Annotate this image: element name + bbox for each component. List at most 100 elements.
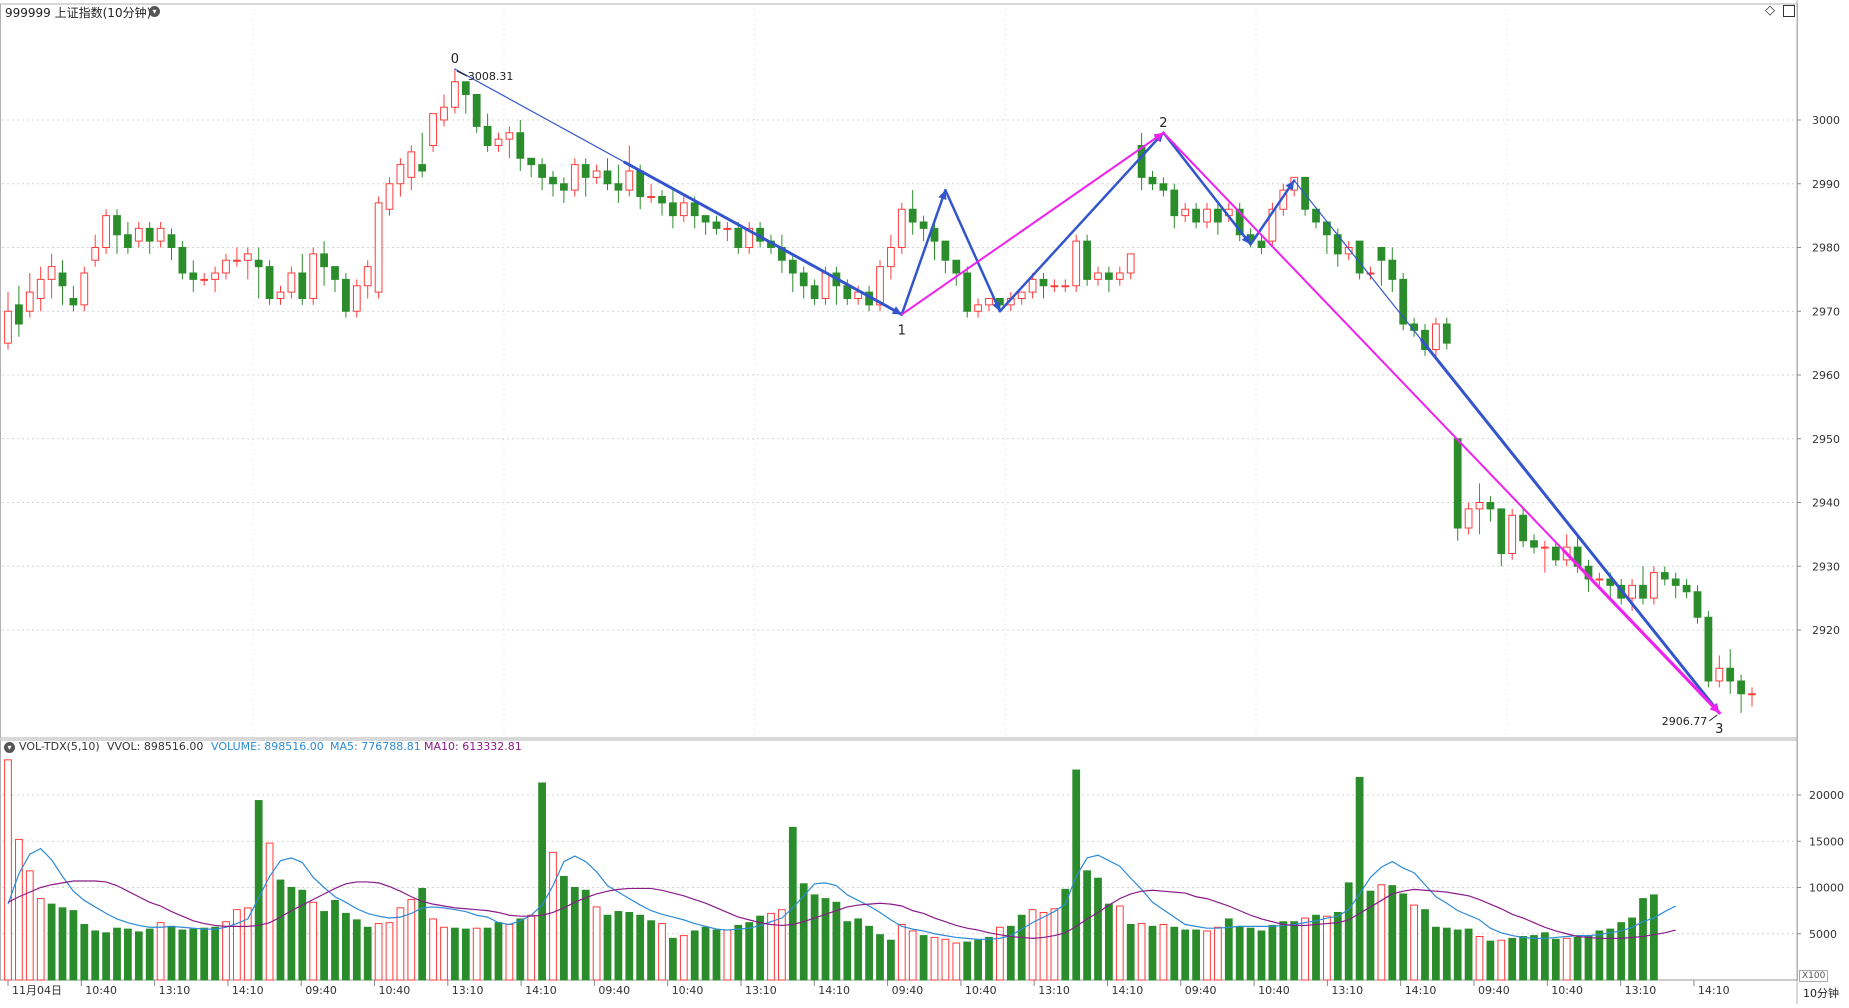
magenta-wave-segment-arrowhead [1153, 132, 1164, 142]
volume-bar [58, 907, 67, 981]
blue-wave-segment [1162, 131, 1252, 246]
candle [1432, 317, 1440, 356]
candle-body [1268, 208, 1277, 242]
time-tick-label: 09:40 [1185, 984, 1217, 997]
time-tick-label: 09:40 [1478, 984, 1510, 997]
candle-body [788, 259, 797, 274]
candle-body [265, 266, 274, 299]
candle [581, 158, 590, 197]
volume-bar [1159, 924, 1168, 981]
volume-bar [80, 924, 89, 981]
candle [1737, 674, 1745, 713]
diamond-icon[interactable]: ◇ [1765, 3, 1775, 18]
candle [124, 222, 132, 254]
price-tick-label: 2950 [1812, 433, 1840, 446]
candle [1595, 572, 1604, 586]
candle [418, 132, 427, 178]
wave-lines [454, 68, 1721, 715]
candle-body [47, 266, 56, 280]
candle-body [36, 278, 45, 299]
candle [1170, 183, 1179, 229]
candle-body [69, 298, 78, 306]
candle [1344, 241, 1353, 261]
candle-body [1159, 183, 1168, 191]
candle-body [472, 94, 481, 127]
candle-body [287, 272, 296, 293]
volume-bar [985, 936, 993, 981]
candle-body [1388, 259, 1397, 280]
volume-bar [679, 935, 688, 981]
candle-body [407, 151, 416, 178]
candle [156, 222, 165, 248]
candle [516, 120, 525, 171]
candle [1039, 273, 1048, 299]
candle-body [1737, 680, 1745, 695]
volume-bar [15, 838, 23, 981]
candle [1355, 240, 1364, 280]
candle-body [985, 298, 993, 306]
candle-body [440, 106, 448, 121]
volume-bar [1377, 884, 1386, 981]
candle [47, 253, 56, 299]
volume-bar [342, 912, 350, 981]
candle [1508, 508, 1517, 560]
blue-wave-segment [998, 131, 1165, 313]
candle [985, 298, 993, 312]
candle [25, 273, 34, 318]
volume-bar [1137, 923, 1146, 981]
axis-labels: 2920 2930 2940 2950 2960 2970 2980 2990 3000 5000… [12, 52, 1844, 997]
candle-body [1192, 208, 1200, 223]
volume-bar [69, 910, 78, 981]
volume-bar [1312, 914, 1320, 981]
candle [472, 94, 481, 133]
wave-point-label: 1 [898, 323, 906, 338]
candle-body [799, 272, 808, 287]
candle [1137, 132, 1146, 191]
time-tick-label: 13:10 [159, 984, 191, 997]
volume-bar [963, 941, 972, 981]
candle-body [1650, 572, 1658, 599]
volume-bar [385, 922, 394, 981]
candle-body [538, 164, 546, 178]
chevron-down-icon[interactable]: ▾ [4, 742, 15, 753]
volume-bar [516, 918, 525, 981]
candle-body [1061, 285, 1070, 288]
volume-bar [843, 921, 852, 981]
volume-bar [494, 922, 503, 981]
candle [80, 266, 89, 312]
candle-body [1671, 578, 1680, 586]
candle-body [178, 247, 187, 274]
panel-icon[interactable] [1783, 5, 1795, 17]
candle [1541, 540, 1549, 573]
volume-bar [233, 909, 241, 981]
chevron-down-icon[interactable]: ▾ [149, 6, 160, 17]
candle-body [167, 234, 176, 248]
volume-bar [189, 928, 198, 981]
candle-body [1039, 278, 1048, 287]
candle-body [1715, 667, 1724, 682]
volume-bar [331, 899, 339, 981]
candle-body [963, 272, 972, 312]
candle [887, 234, 895, 280]
candle [1235, 202, 1244, 242]
period-label[interactable]: 10分钟 [1803, 987, 1839, 1000]
candle-body [745, 227, 754, 248]
blue-wave-segment [1420, 338, 1721, 715]
volume-indicator-label: VOL-TDX(5,10) [19, 740, 100, 753]
volume-bar [788, 826, 797, 981]
price-tick-label: 2920 [1812, 624, 1840, 637]
volume-bar [1410, 904, 1418, 981]
volume-bar [320, 911, 328, 981]
volume-bar [1246, 927, 1255, 981]
candle [222, 253, 230, 280]
candle [1682, 579, 1691, 599]
candle [113, 209, 121, 254]
time-tick-label: 13:10 [745, 984, 777, 997]
volume-bar [1214, 926, 1222, 981]
volume-bar [1235, 925, 1244, 981]
candle [1072, 234, 1081, 293]
candle [570, 158, 579, 197]
candle [233, 247, 241, 267]
volume-bar [1083, 870, 1091, 981]
